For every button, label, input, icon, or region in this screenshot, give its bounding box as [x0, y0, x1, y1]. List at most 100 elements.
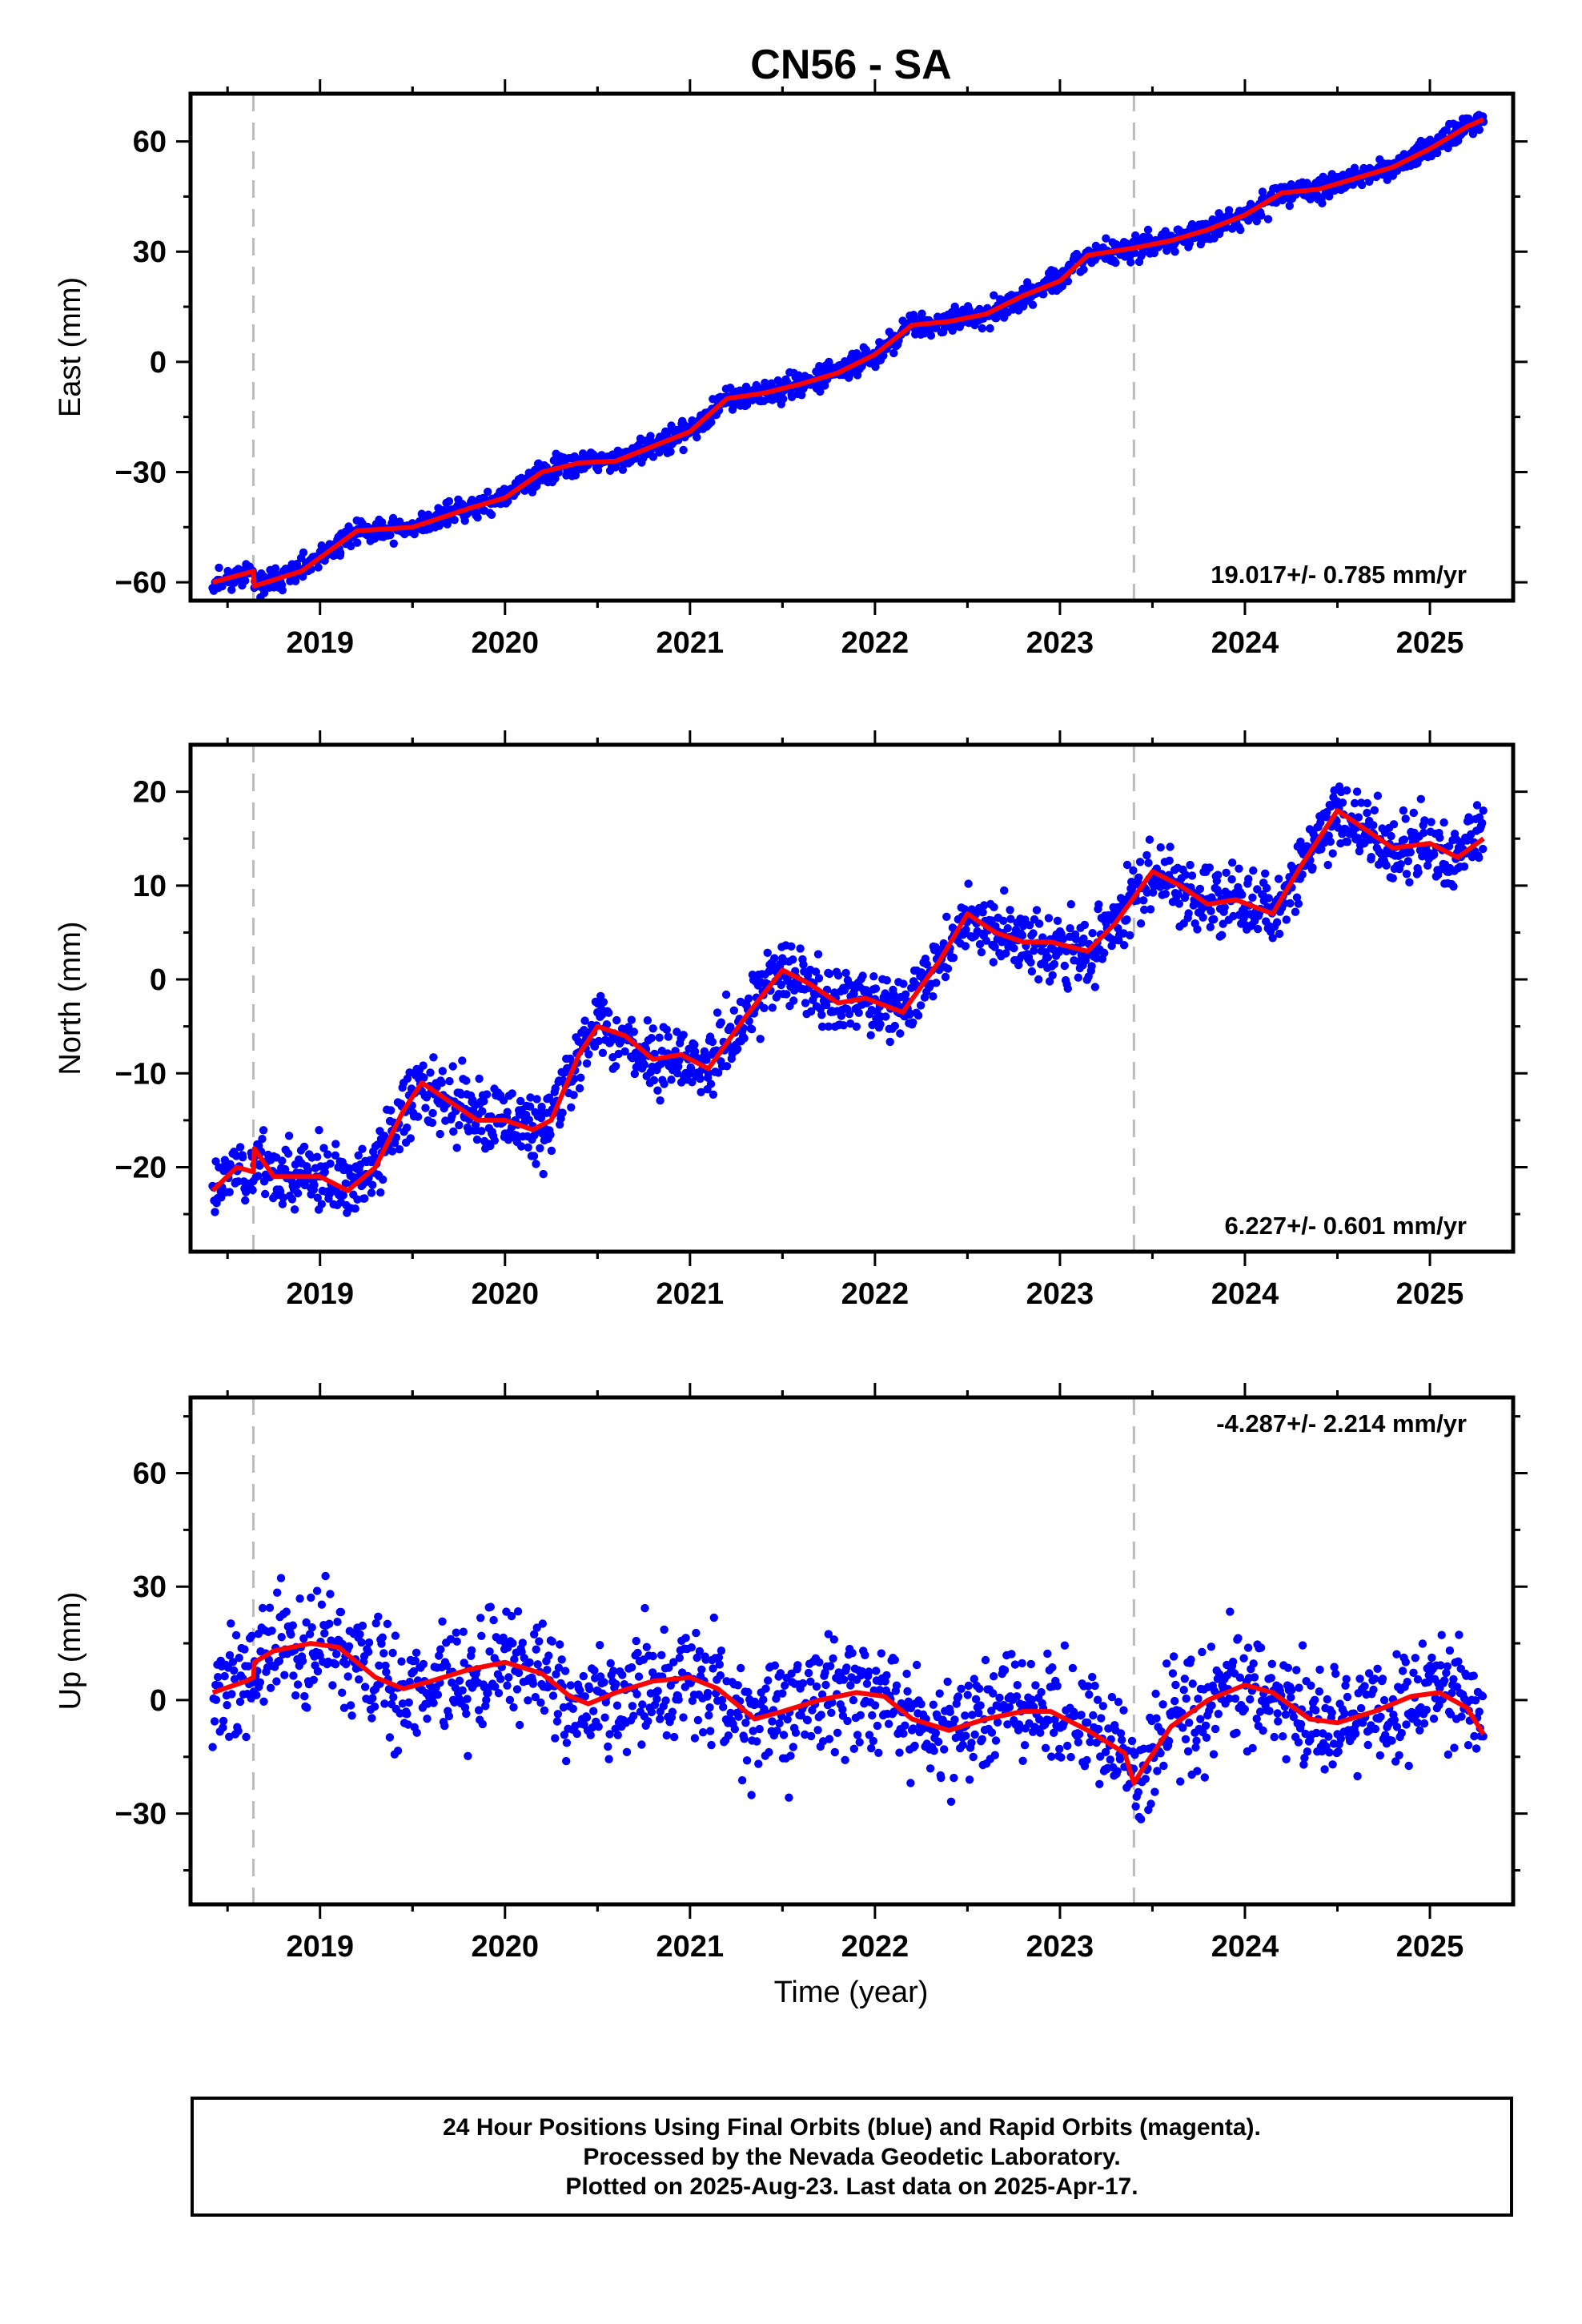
up-point: [312, 1586, 322, 1595]
east-point: [1170, 247, 1179, 256]
up-point: [969, 1752, 978, 1762]
up-point: [770, 1661, 780, 1670]
up-point: [364, 1638, 374, 1647]
north-point: [403, 1123, 412, 1132]
up-point: [828, 1698, 837, 1707]
up-point: [1282, 1755, 1291, 1763]
east-point: [816, 387, 825, 396]
up-point: [1342, 1675, 1351, 1683]
up-point: [1116, 1729, 1126, 1738]
north-point: [1475, 853, 1484, 862]
up-point: [505, 1695, 515, 1704]
up-point: [855, 1738, 864, 1747]
up-point: [371, 1618, 380, 1628]
up-point: [1437, 1630, 1446, 1639]
north-point: [376, 1188, 385, 1197]
up-point: [990, 1672, 998, 1681]
east-point: [389, 539, 398, 548]
up-point: [1178, 1723, 1187, 1732]
up-point: [1397, 1729, 1407, 1738]
up-point: [1439, 1676, 1449, 1685]
north-point: [1087, 962, 1096, 971]
up-point: [566, 1681, 575, 1690]
north-point: [702, 1055, 711, 1064]
up-point: [797, 1711, 805, 1720]
east-point: [646, 432, 655, 440]
up-point: [435, 1651, 444, 1660]
up-point: [1084, 1682, 1093, 1691]
north-point: [1414, 867, 1423, 877]
north-point: [1019, 922, 1028, 931]
north-point: [1100, 948, 1109, 958]
north-point: [546, 1130, 555, 1140]
up-point: [803, 1715, 812, 1725]
north-point: [536, 1113, 546, 1123]
up-point: [214, 1673, 223, 1682]
up-point: [1104, 1724, 1113, 1733]
up-point: [665, 1663, 673, 1672]
east-x-tick-label: 2024: [1211, 626, 1279, 660]
north-point: [679, 1031, 688, 1039]
up-point: [1409, 1668, 1418, 1677]
north-point: [331, 1151, 340, 1160]
up-point: [389, 1693, 398, 1702]
up-point: [747, 1791, 756, 1799]
up-point: [1083, 1718, 1092, 1727]
north-x-tick-label: 2020: [472, 1277, 540, 1311]
north-point: [841, 968, 850, 978]
up-point: [313, 1667, 323, 1676]
up-point: [363, 1647, 373, 1656]
up-point: [1181, 1735, 1191, 1743]
up-point: [455, 1676, 464, 1685]
up-point: [235, 1654, 243, 1663]
east-point: [1236, 225, 1245, 235]
north-point: [1316, 818, 1325, 827]
north-point: [1066, 900, 1076, 909]
up-point: [870, 1701, 880, 1710]
north-point: [890, 1021, 900, 1031]
north-point: [722, 1062, 732, 1071]
up-point: [1390, 1715, 1399, 1724]
north-point: [490, 1136, 499, 1145]
north-point: [708, 1037, 717, 1047]
up-point: [538, 1619, 547, 1628]
north-point: [1134, 873, 1143, 883]
north-point: [1238, 891, 1247, 899]
up-point: [1392, 1723, 1402, 1731]
up-point: [627, 1663, 636, 1672]
up-point: [1281, 1710, 1291, 1719]
east-point: [1358, 180, 1367, 190]
north-point: [312, 1152, 322, 1161]
up-point: [328, 1681, 337, 1690]
east-point: [990, 291, 998, 300]
east-point: [460, 517, 469, 525]
up-point: [824, 1630, 833, 1638]
up-point: [391, 1631, 400, 1640]
up-point: [1196, 1715, 1205, 1723]
north-point: [259, 1126, 268, 1135]
east-point: [1468, 130, 1478, 139]
up-point: [950, 1715, 959, 1724]
up-point: [841, 1755, 849, 1764]
up-point: [1150, 1787, 1159, 1796]
east-point: [1039, 290, 1048, 299]
up-x-tick-label: 2022: [841, 1930, 909, 1964]
north-point: [217, 1193, 226, 1202]
north-point: [1248, 893, 1257, 903]
east-point: [666, 447, 675, 456]
up-point: [255, 1678, 265, 1687]
up-point: [1395, 1751, 1403, 1759]
up-point: [528, 1679, 538, 1688]
up-point: [1457, 1712, 1466, 1721]
up-point: [331, 1660, 340, 1669]
north-point: [697, 1088, 705, 1097]
up-point: [648, 1651, 657, 1661]
north-point: [1186, 860, 1195, 870]
north-point: [475, 1074, 484, 1084]
up-point: [991, 1736, 1001, 1745]
up-point: [981, 1655, 990, 1665]
north-point: [647, 1034, 656, 1043]
north-x-tick-label: 2025: [1396, 1277, 1464, 1311]
up-point: [934, 1737, 943, 1747]
north-point: [524, 1143, 532, 1152]
